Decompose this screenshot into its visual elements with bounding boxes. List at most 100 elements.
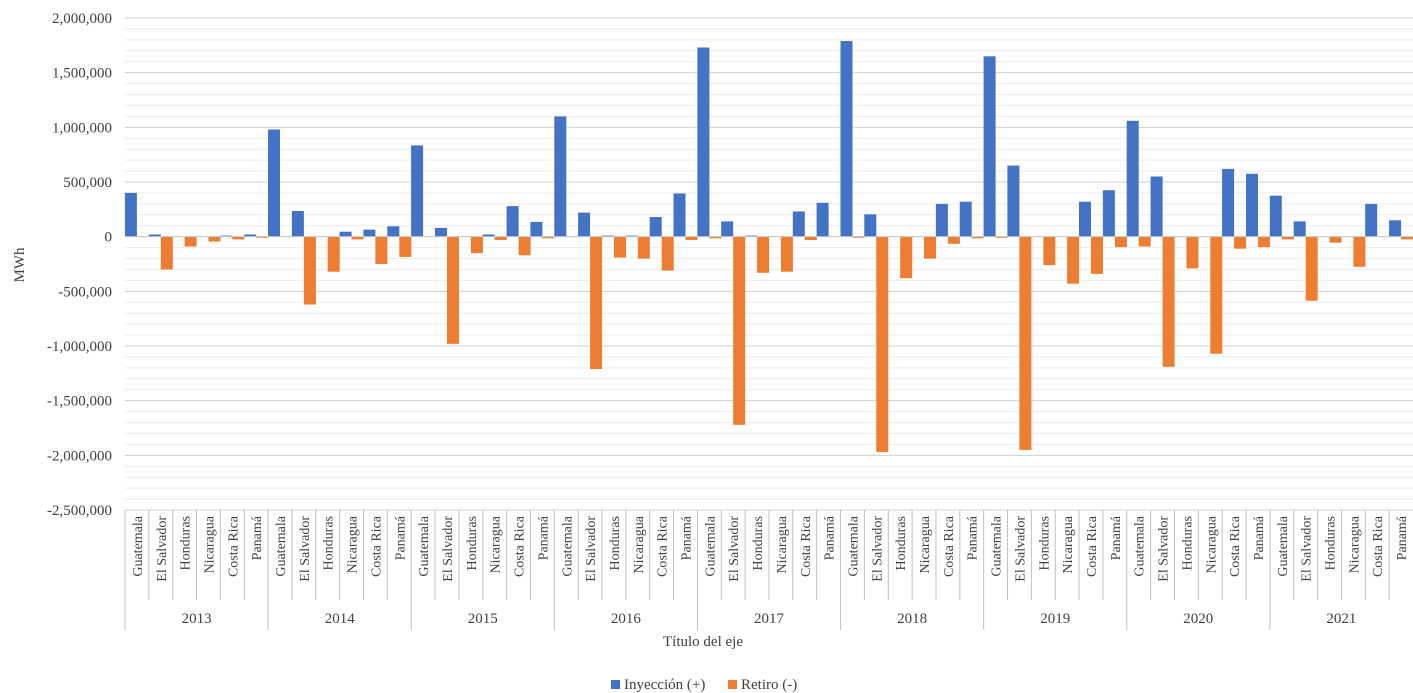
bar-retiro [1091,236,1103,274]
bar-retiro [1186,236,1199,269]
bar-inyeccion [745,235,758,237]
country-label: Costa Rica [942,515,957,577]
y-tick-label: 1,000,000 [52,120,112,136]
year-label: 2020 [1183,611,1213,627]
bars [124,41,1413,453]
country-label: Honduras [1324,516,1339,570]
country-label: Nicaragua [203,515,218,573]
bar-retiro [256,236,269,238]
country-label: Costa Rica [656,515,671,577]
bar-retiro [1281,236,1294,240]
bar-retiro [160,236,173,270]
country-label: Nicaragua [1347,515,1362,573]
bar-inyeccion [1365,203,1378,237]
country-label: Panamá [823,515,838,560]
bar-inyeccion [959,201,972,237]
year-label: 2013 [182,611,212,627]
legend-swatch-retiro [728,680,737,689]
country-label: El Salvador [1157,516,1172,582]
bar-retiro [947,236,960,244]
y-tick-label: 500,000 [63,175,112,191]
bar-inyeccion [482,234,495,237]
country-label: Guatemala [417,515,432,576]
bar-inyeccion [1126,120,1139,237]
bar-retiro [1162,236,1175,367]
bar-retiro [661,236,674,271]
country-label: Guatemala [1133,515,1148,576]
country-label: Panamá [250,515,265,560]
bar-inyeccion [220,235,233,237]
y-tick-label: -1,500,000 [47,394,112,410]
y-tick-label: -500,000 [58,284,112,300]
bar-inyeccion [625,235,638,237]
bar-inyeccion [1150,176,1163,237]
bar-retiro [685,236,698,240]
country-label: Honduras [1180,516,1195,570]
bar-retiro [327,236,340,272]
bar-retiro [590,236,603,369]
country-label: Guatemala [847,515,862,576]
country-label: Honduras [608,516,623,570]
axes [124,236,1413,630]
bar-retiro [232,236,245,240]
country-label: Guatemala [703,515,718,576]
bar-inyeccion [435,227,447,237]
country-label: Costa Rica [1085,515,1100,577]
bar-retiro [494,236,507,240]
bar-inyeccion [1007,165,1020,237]
bar-retiro [303,236,316,305]
bar-retiro [1329,236,1342,243]
country-label: Panamá [1252,515,1267,560]
year-label: 2018 [897,611,927,627]
bar-retiro [1305,236,1318,301]
y-tick-label: 0 [105,230,113,246]
country-label: Guatemala [274,515,289,576]
country-label: El Salvador [1013,516,1028,582]
bar-inyeccion [554,116,567,237]
bar-retiro [399,236,412,257]
bar-inyeccion [363,229,376,237]
country-label: El Salvador [298,516,313,582]
bar-retiro [995,236,1008,238]
bar-retiro [1210,236,1223,354]
country-label: Panamá [1109,515,1124,560]
country-label: Panamá [680,515,695,560]
country-label: Honduras [465,516,480,570]
bar-retiro [757,236,770,273]
country-label: Guatemala [990,515,1005,576]
bar-inyeccion [268,129,280,237]
bar-inyeccion [1102,190,1115,237]
bar-retiro [780,236,793,272]
bar-retiro [1114,236,1127,248]
country-label: Honduras [751,516,766,570]
country-label: Costa Rica [226,515,241,577]
bar-retiro [733,236,746,425]
bar-retiro [924,236,936,259]
y-tick-label: 2,000,000 [52,11,112,27]
bar-inyeccion [506,206,519,237]
bar-inyeccion [840,41,853,237]
country-label: Costa Rica [1371,515,1386,577]
country-label: Nicaragua [1204,515,1219,573]
country-label: Honduras [1037,516,1052,570]
country-label: Nicaragua [632,515,647,573]
bar-inyeccion [649,217,662,237]
bar-inyeccion [697,47,710,237]
legend-label-inyeccion: Inyección (+) [624,677,705,693]
country-label: Costa Rica [799,515,814,577]
country-label: Nicaragua [775,515,790,573]
bar-retiro [351,236,364,240]
bar-inyeccion [792,211,805,237]
bar-retiro [1401,236,1413,240]
year-label: 2015 [468,611,498,627]
bar-retiro [1234,236,1247,249]
y-tick-label: -2,000,000 [47,448,112,464]
bar-inyeccion [148,234,161,237]
country-label: Honduras [179,516,194,570]
bar-inyeccion [1269,195,1282,237]
country-label: Honduras [894,516,909,570]
country-label: Guatemala [1276,515,1291,576]
country-label: Nicaragua [346,515,361,573]
bar-retiro [876,236,889,453]
country-label: Nicaragua [918,515,933,573]
